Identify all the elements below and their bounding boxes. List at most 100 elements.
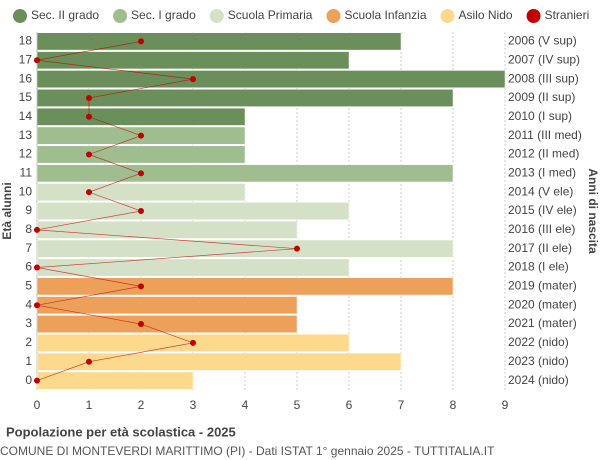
y-tick-label: 14 xyxy=(19,109,33,123)
y-tick-label: 11 xyxy=(20,165,33,179)
chart-title: Popolazione per età scolastica - 2025 xyxy=(6,424,236,439)
point xyxy=(138,132,144,139)
bar xyxy=(36,202,350,220)
y2-tick-label: 2006 (V sup) xyxy=(508,34,577,48)
x-tick-label: 0 xyxy=(34,398,41,412)
point xyxy=(138,208,144,214)
y2-axis-title: Anni di nascita xyxy=(586,168,600,254)
y2-tick-label: 2013 (I med) xyxy=(508,165,576,179)
y-tick-label: 18 xyxy=(19,34,33,48)
bar xyxy=(36,258,350,277)
legend-label: Stranieri xyxy=(545,8,590,22)
point xyxy=(86,113,92,120)
x-tick-label: 5 xyxy=(294,398,301,412)
bar xyxy=(36,220,298,239)
y2-tick-label: 2014 (V ele) xyxy=(508,184,573,198)
y2-tick-label: 2023 (nido) xyxy=(508,354,569,368)
legend-marker xyxy=(113,9,128,23)
chart-subtitle: COMUNE DI MONTEVERDI MARITTIMO (PI) - Da… xyxy=(0,444,495,458)
y2-tick-label: 2022 (nido) xyxy=(508,335,569,349)
y-tick-label: 5 xyxy=(25,279,32,293)
point xyxy=(34,302,40,309)
bar xyxy=(36,277,454,296)
y2-tick-label: 2011 (III med) xyxy=(508,128,582,142)
y2-tick-label: 2017 (II ele) xyxy=(508,241,572,255)
y-tick-label: 12 xyxy=(19,147,33,161)
y-tick-label: 7 xyxy=(25,241,32,255)
y2-tick-label: 2015 (IV ele) xyxy=(508,203,577,217)
x-tick-label: 1 xyxy=(86,398,93,412)
point xyxy=(86,189,92,196)
y-tick-label: 2 xyxy=(25,335,32,349)
x-tick-label: 2 xyxy=(138,398,145,412)
bar xyxy=(36,352,402,371)
y-axis-title: Età alunni xyxy=(0,182,14,239)
bar xyxy=(36,107,246,126)
point xyxy=(138,283,144,290)
legend-marker xyxy=(440,9,455,23)
x-tick-label: 8 xyxy=(450,398,457,412)
y2-tick-label: 2008 (III sup) xyxy=(508,71,579,85)
legend-label: Sec. II grado xyxy=(31,8,99,22)
point xyxy=(86,94,92,101)
bar xyxy=(36,51,350,70)
point xyxy=(138,321,144,328)
y-tick-label: 3 xyxy=(25,316,32,330)
y-tick-label: 6 xyxy=(25,260,32,274)
legend-label: Scuola Infanzia xyxy=(344,8,426,22)
x-tick-label: 7 xyxy=(398,398,405,412)
bar xyxy=(36,32,402,51)
point xyxy=(86,358,92,365)
x-tick-label: 3 xyxy=(190,398,197,412)
y2-tick-label: 2009 (II sup) xyxy=(508,90,575,104)
y2-tick-label: 2012 (II med) xyxy=(508,147,579,161)
x-tick-label: 6 xyxy=(346,398,353,412)
y2-tick-label: 2020 (mater) xyxy=(508,297,577,311)
y-tick-label: 4 xyxy=(25,297,32,311)
y-tick-label: 17 xyxy=(19,52,33,66)
y-tick-label: 1 xyxy=(25,354,32,368)
x-tick-label: 4 xyxy=(242,398,249,412)
point xyxy=(190,339,196,346)
bar xyxy=(36,239,454,258)
legend-label: Asilo Nido xyxy=(459,8,513,22)
legend-label: Scuola Primaria xyxy=(228,8,313,22)
bar xyxy=(36,164,454,183)
legend-marker xyxy=(13,9,27,23)
bar xyxy=(36,70,506,89)
y-tick-label: 0 xyxy=(25,373,32,387)
y-tick-label: 15 xyxy=(19,90,33,104)
bar xyxy=(36,183,246,202)
x-tick-label: 9 xyxy=(502,398,509,412)
y2-tick-label: 2007 (IV sup) xyxy=(508,52,580,66)
y-tick-label: 10 xyxy=(19,184,33,198)
y2-tick-label: 2016 (III ele) xyxy=(508,222,575,236)
y-tick-label: 8 xyxy=(25,222,32,236)
legend-marker xyxy=(209,9,224,23)
y-tick-label: 13 xyxy=(19,128,33,142)
y-tick-label: 9 xyxy=(25,203,32,217)
bar xyxy=(36,315,298,333)
y2-tick-label: 2019 (mater) xyxy=(508,279,577,293)
y2-tick-label: 2018 (I ele) xyxy=(508,260,569,274)
point xyxy=(86,151,92,158)
point xyxy=(190,76,196,83)
point xyxy=(34,57,40,64)
point xyxy=(294,245,300,252)
bar xyxy=(36,371,194,390)
bar xyxy=(36,145,246,164)
legend-marker xyxy=(326,9,341,23)
bar xyxy=(36,296,298,315)
legend-label: Sec. I grado xyxy=(131,8,196,22)
point xyxy=(138,170,144,177)
point xyxy=(34,264,40,271)
y2-tick-label: 2021 (mater) xyxy=(508,316,577,330)
y2-tick-label: 2024 (nido) xyxy=(508,373,569,387)
point xyxy=(34,226,40,233)
bar xyxy=(36,89,454,107)
legend-marker xyxy=(526,9,541,23)
y-tick-label: 16 xyxy=(19,71,33,85)
y2-tick-label: 2010 (I sup) xyxy=(508,109,572,123)
point xyxy=(34,377,40,384)
